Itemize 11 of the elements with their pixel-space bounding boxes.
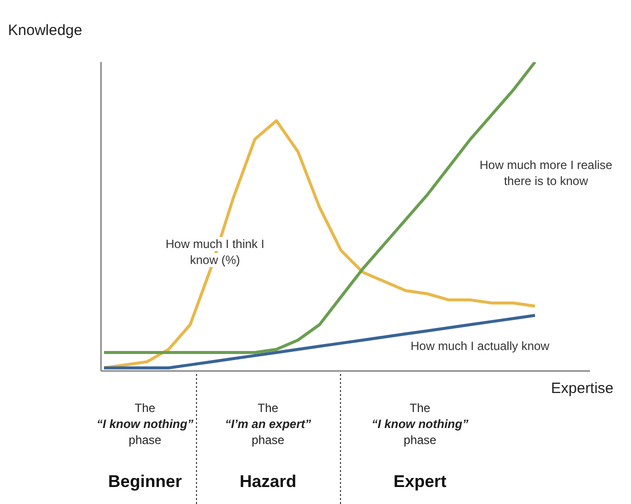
x-axis-title: Expertise bbox=[551, 380, 614, 397]
text: Beginner bbox=[107, 472, 183, 492]
y-axis-title: Knowledge bbox=[8, 22, 82, 39]
series-label: How much I actually know bbox=[410, 339, 550, 353]
series-label: How much more I realise there is to know bbox=[480, 158, 612, 188]
text: The “I know nothing” phase bbox=[96, 400, 194, 448]
text: Hazard bbox=[238, 472, 298, 492]
series-label: How much I think I know (%) bbox=[166, 237, 264, 267]
text: Expert bbox=[392, 472, 448, 492]
text: The “I’m an expert” phase bbox=[224, 400, 312, 448]
text: The “I know nothing” phase bbox=[370, 400, 470, 448]
